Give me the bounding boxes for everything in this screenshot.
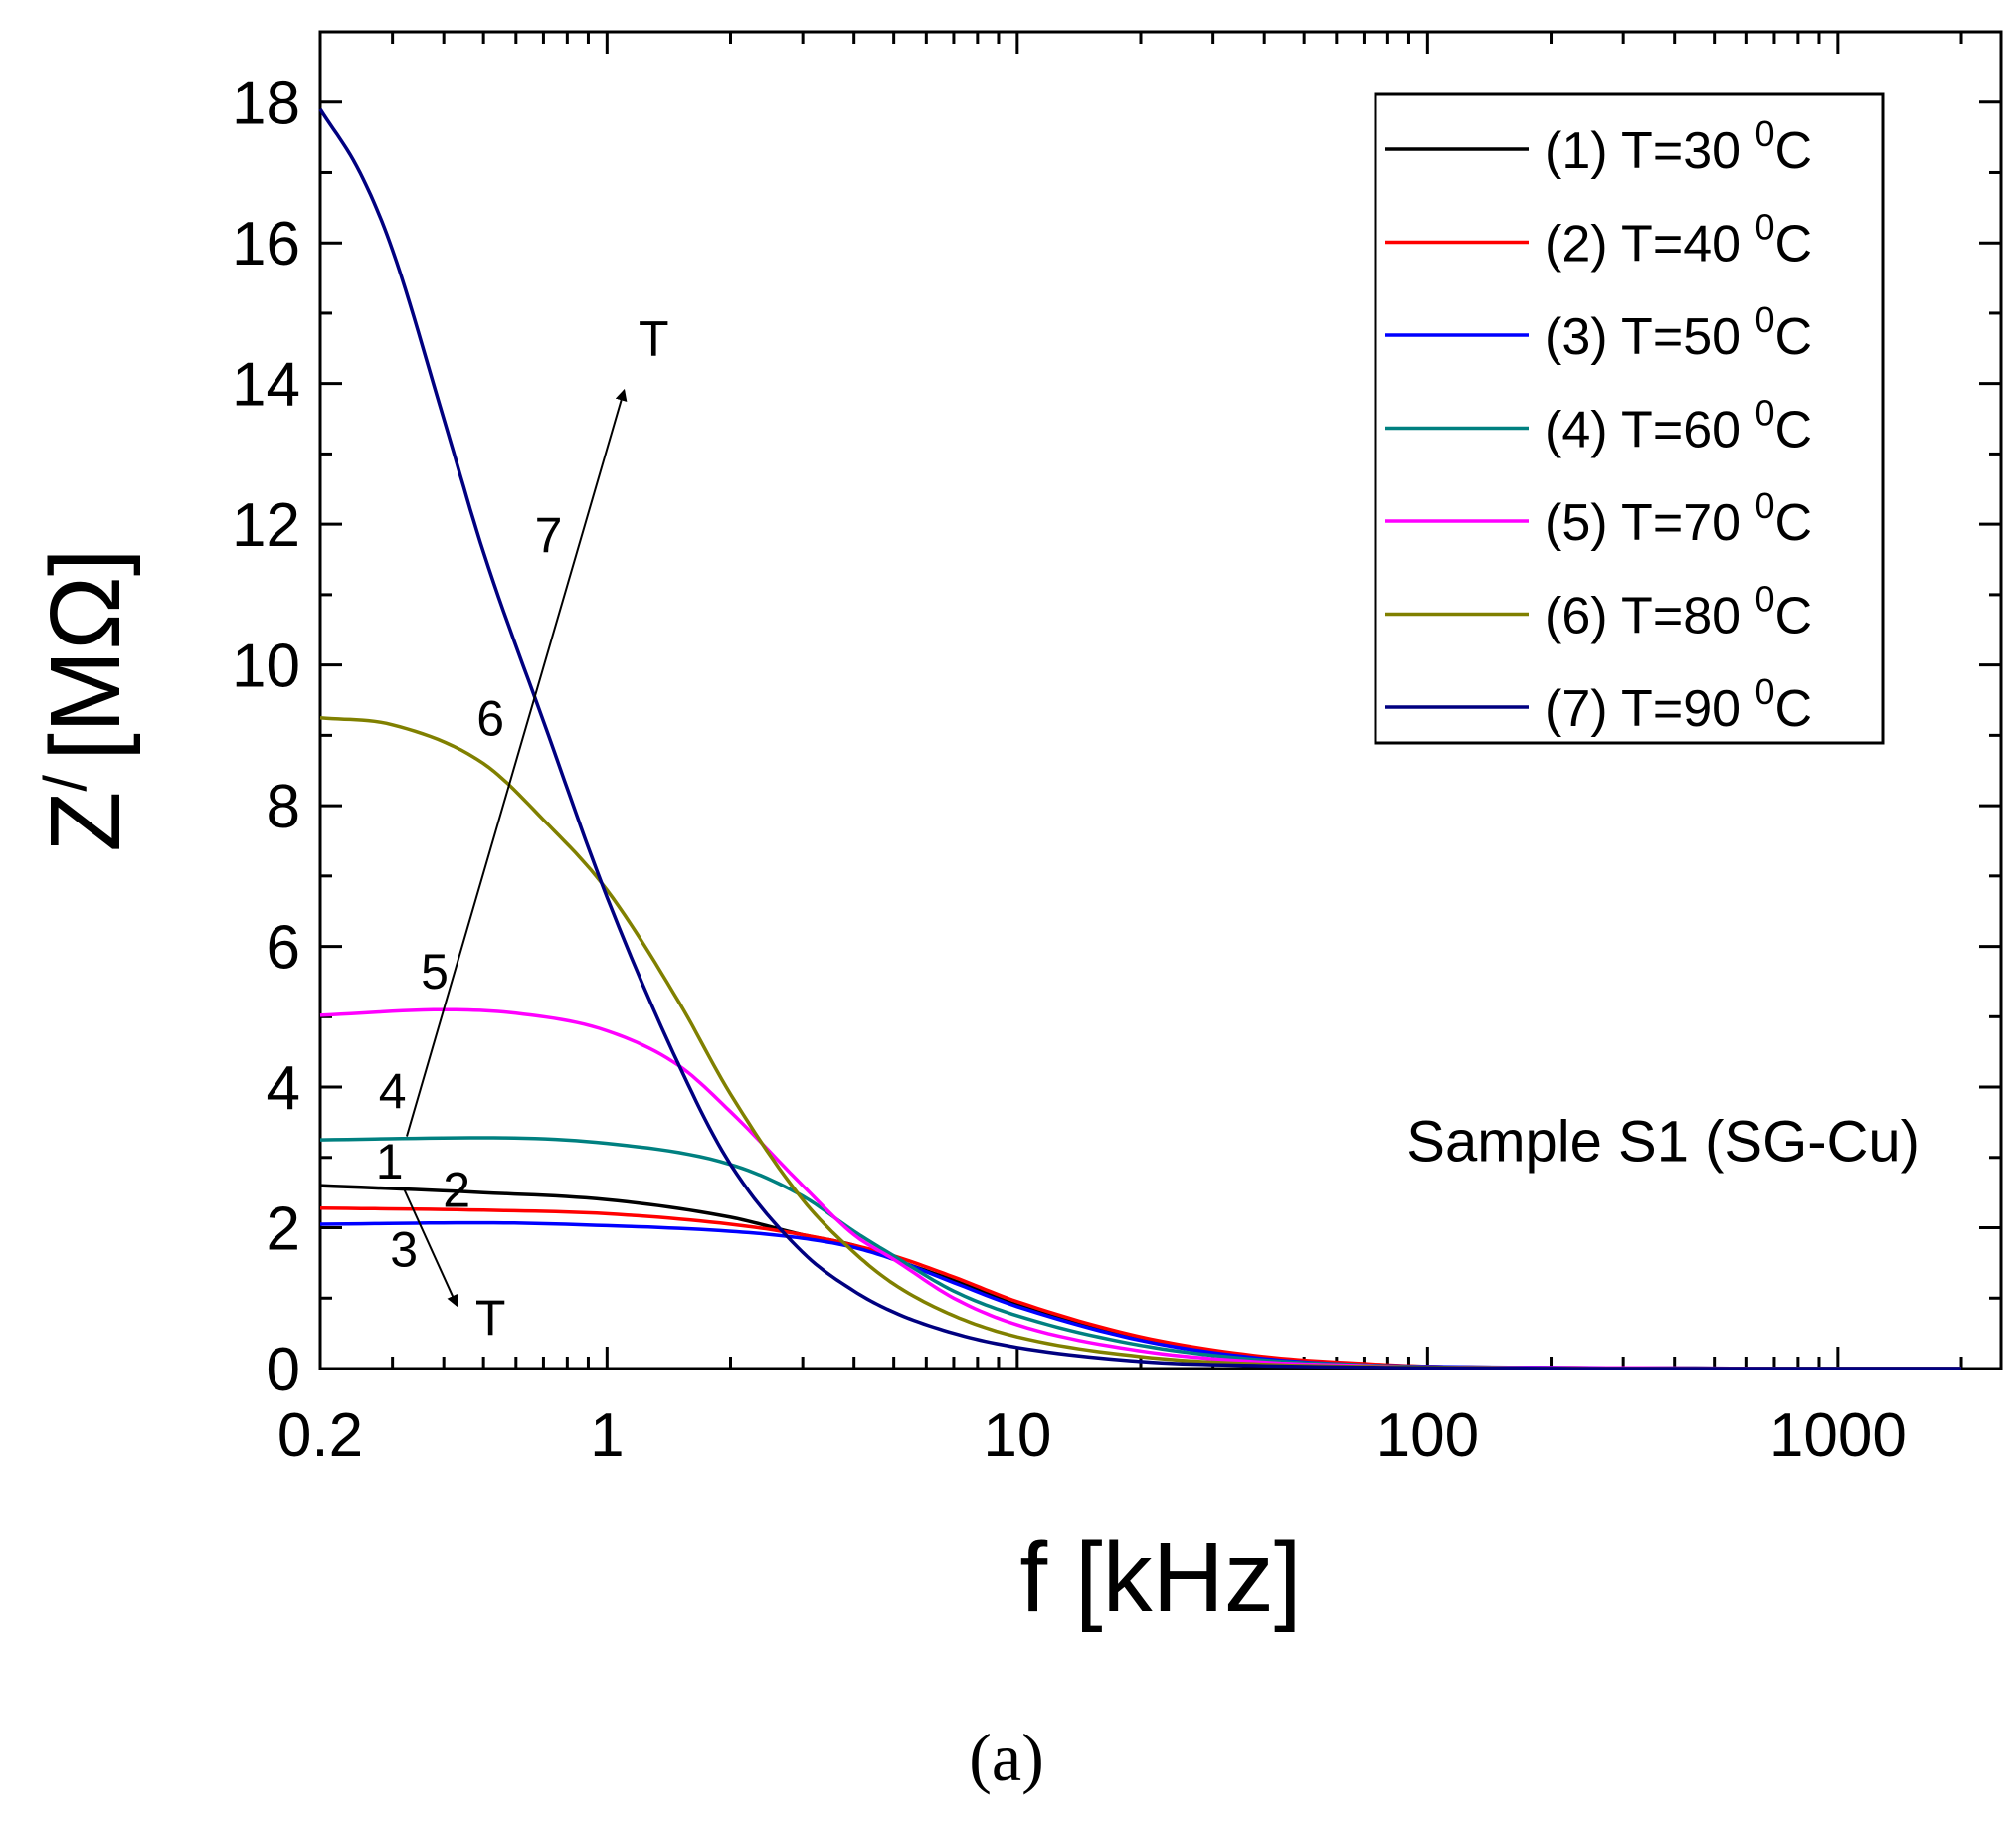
annotations: 123 4 5 6 7 T T (376, 310, 669, 1346)
x-tick-label: 10 (983, 1401, 1051, 1470)
y-tick-label: 14 (232, 351, 300, 420)
sample-annotation: Sample S1 (SG-Cu) (1406, 1109, 1920, 1174)
temperature-arrow-1 (406, 388, 628, 1137)
y-tick-label: 8 (267, 773, 300, 841)
x-axis-title: f [kHz] (1019, 1522, 1301, 1633)
svg-text:Z/[MΩ]: Z/ [MΩ] (30, 548, 141, 851)
curve-label-1: 1 (376, 1134, 404, 1189)
x-tick-label: 1000 (1769, 1401, 1907, 1470)
curve-label-4: 4 (379, 1063, 407, 1119)
legend-label-6: (6) T=80 0C (1545, 579, 1812, 645)
y-tick-label: 12 (232, 491, 300, 560)
y-axis-title-symbol: Z (30, 792, 141, 852)
legend-label-2: (2) T=40 0C (1545, 207, 1812, 274)
x-tick-label: 0.2 (277, 1401, 363, 1470)
legend-label-5: (5) T=70 0C (1545, 485, 1812, 552)
plot-frame (318, 30, 2003, 1370)
temperature-arrow-2 (403, 1188, 458, 1308)
legend-label-3: (3) T=50 0C (1545, 299, 1812, 366)
temperature-arrow-label: T (639, 310, 669, 366)
y-tick-label: 6 (267, 914, 300, 983)
y-axis-title-prime: / (32, 775, 98, 792)
y-tick-label: 0 (267, 1336, 300, 1404)
temperature-arrow-label: T (475, 1290, 506, 1346)
y-axis-title-unit: [MΩ] (30, 548, 141, 761)
curve-label-7: 7 (535, 507, 563, 563)
legend-label-4: (4) T=60 0C (1545, 393, 1812, 459)
y-tick-label: 16 (232, 210, 300, 278)
legend: (1) T=30 0C (2) T=40 0C (3) T=50 0C (4) T=6… (1374, 92, 1885, 745)
figure-caption: (a) (969, 1720, 1043, 1795)
y-tick-label: 2 (267, 1195, 300, 1264)
legend-label-7: (7) T=90 0C (1545, 671, 1812, 738)
y-axis-title: Z/ [MΩ] (30, 548, 141, 851)
curve-label-5: 5 (421, 944, 449, 1000)
x-tick-label: 100 (1376, 1401, 1479, 1470)
y-tick-label: 18 (232, 70, 300, 138)
legend-label-1: (1) T=30 0C (1545, 113, 1812, 180)
series-line-5 (319, 1007, 1961, 1370)
x-tick-label: 1 (590, 1401, 624, 1470)
series-curves (318, 107, 1961, 1370)
y-tick-label: 10 (232, 633, 300, 701)
curve-label-3: 3 (390, 1221, 418, 1277)
y-tick-label: 4 (267, 1054, 300, 1123)
curve-label-6: 6 (476, 690, 504, 746)
legend-box (1374, 92, 1885, 745)
curve-label-2: 2 (443, 1162, 470, 1217)
series-line-6 (319, 715, 1961, 1370)
series-line-7 (318, 107, 1961, 1370)
